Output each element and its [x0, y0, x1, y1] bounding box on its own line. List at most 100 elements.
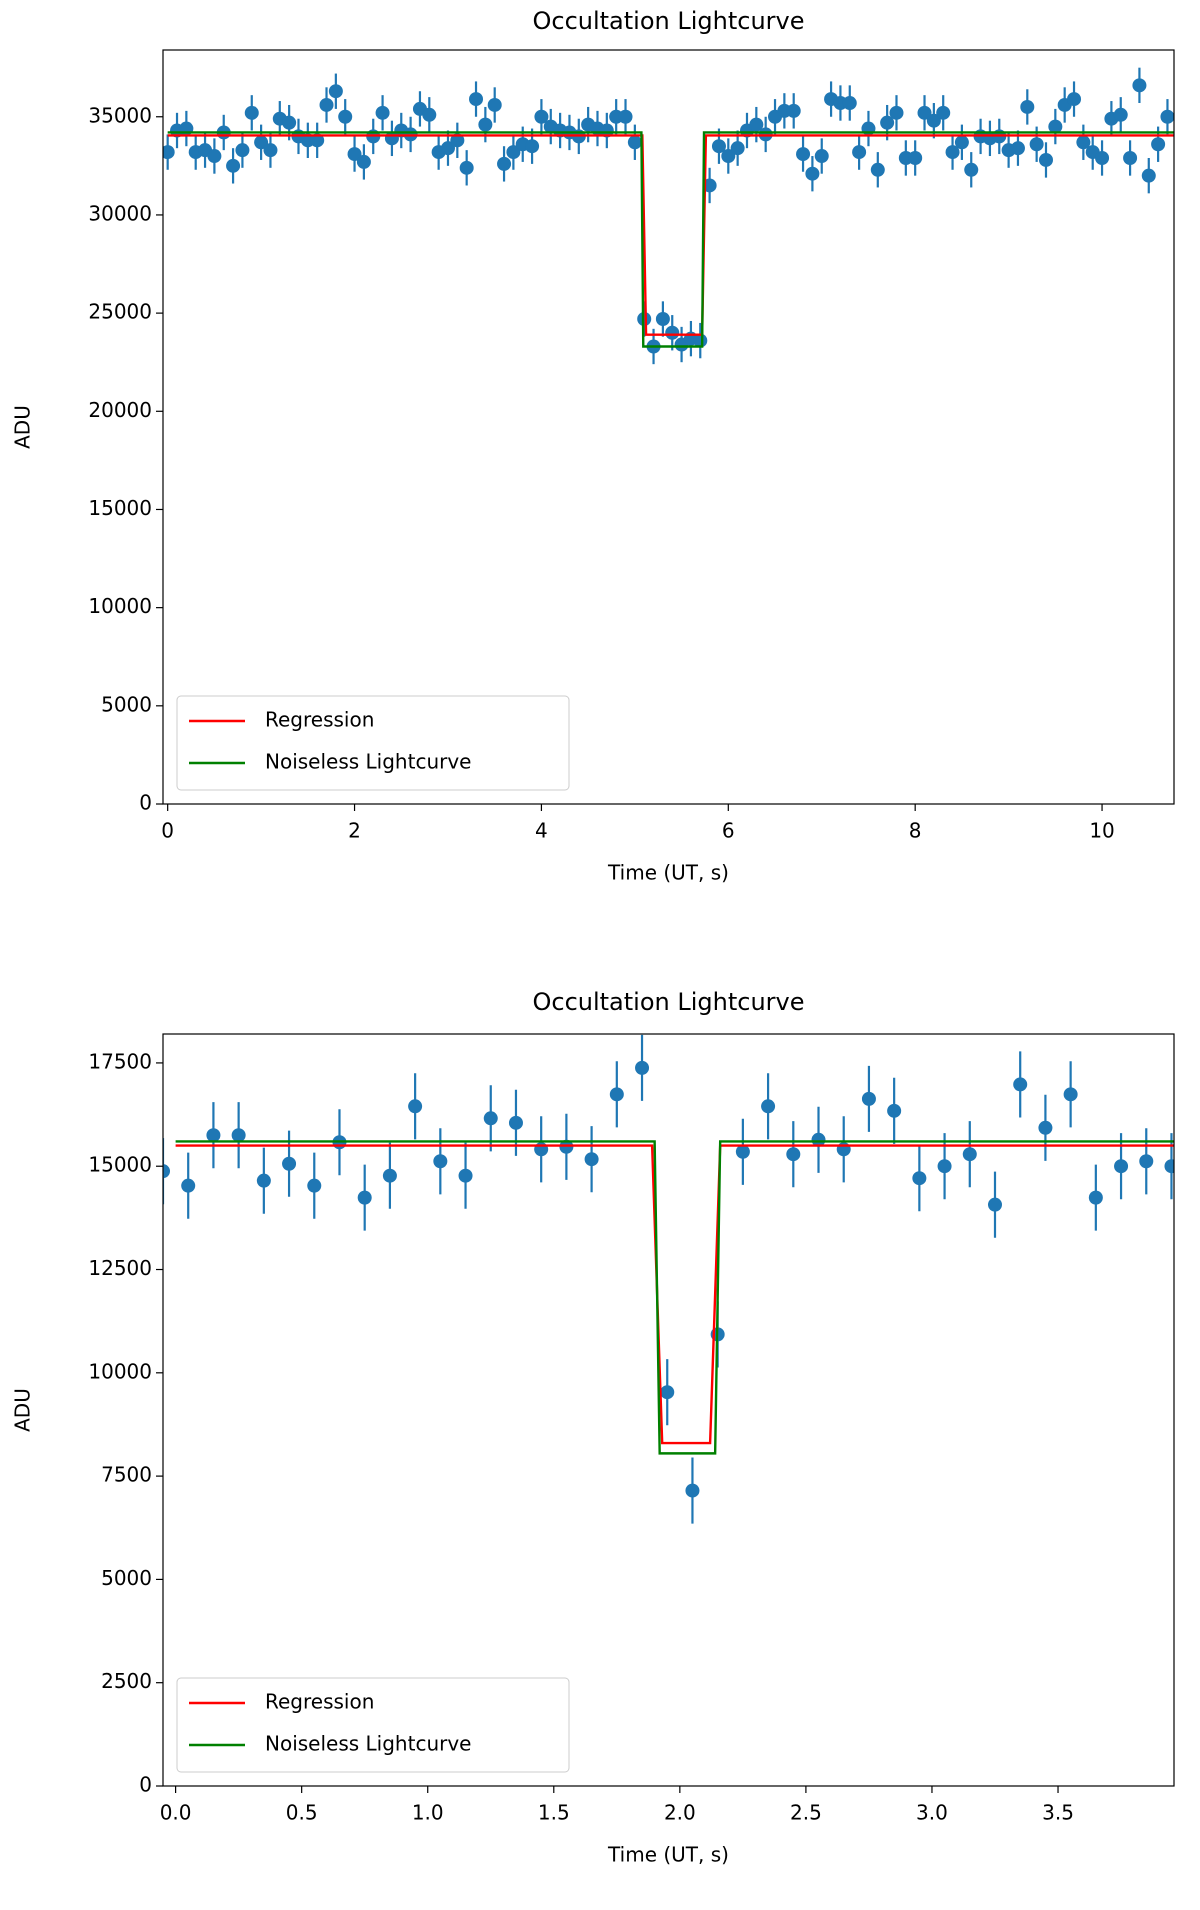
data-point [263, 143, 278, 158]
data-point [508, 1115, 523, 1130]
data-point [786, 1147, 801, 1162]
chart: Occultation Lightcurve Time (UT, s) ADU 0.0… [11, 988, 1175, 1867]
y-tick-label: 35000 [88, 103, 152, 127]
data-point [226, 158, 241, 173]
data-point [987, 1197, 1002, 1212]
data-point [811, 1132, 826, 1147]
data-point [889, 105, 904, 120]
y-tick-label: 10000 [88, 594, 152, 618]
y-tick-label: 15000 [88, 1153, 152, 1177]
legend-box [176, 695, 570, 791]
step-line [175, 1144, 1174, 1445]
x-tick-label: 6 [722, 819, 735, 843]
legend-label: Noiseless Lightcurve [265, 1732, 471, 1756]
axes-frame [162, 49, 1175, 805]
data-point [1114, 1159, 1129, 1174]
y-tick-label: 5000 [101, 1566, 152, 1590]
data-point [459, 160, 474, 175]
x-axis-label: Time (UT, s) [607, 1843, 729, 1867]
data-point [422, 107, 437, 122]
x-tick-label: 2.0 [664, 1801, 696, 1825]
x-tick-label: 1.0 [412, 1801, 444, 1825]
data-point [357, 1190, 372, 1205]
axes-frame [162, 1033, 1175, 1787]
legend-label: Regression [265, 1690, 374, 1714]
data-point [665, 325, 680, 340]
data-point [256, 1173, 271, 1188]
data-point [1088, 1190, 1103, 1205]
data-point [282, 1156, 297, 1171]
data-point [375, 105, 390, 120]
data-point [1076, 135, 1091, 150]
y-axis-label: ADU [11, 405, 35, 449]
y-tick-label: 12500 [88, 1256, 152, 1280]
data-point [730, 141, 745, 156]
data-point [786, 103, 801, 118]
chart: Occultation Lightcurve Time (UT, s) ADU 0 2 4… [11, 7, 1175, 885]
data-point [1010, 141, 1025, 156]
data-point [163, 1164, 170, 1179]
data-point [440, 141, 455, 156]
data-point [1141, 168, 1156, 183]
x-tick-label: 4 [535, 819, 548, 843]
x-tick-label: 8 [909, 819, 922, 843]
y-tick-label: 17500 [88, 1049, 152, 1073]
data-point [609, 1087, 624, 1102]
data-point [1132, 78, 1147, 93]
data-point [908, 150, 923, 165]
plot-area [163, 1034, 1174, 1524]
data-point [1151, 137, 1166, 152]
chart-title: Occultation Lightcurve [532, 7, 804, 35]
data-point [347, 147, 362, 162]
data-point [635, 1060, 650, 1075]
data-point [655, 312, 670, 327]
x-tick-label: 0 [161, 819, 174, 843]
data-point [1067, 92, 1082, 107]
data-point [207, 149, 222, 164]
data-point [487, 97, 502, 112]
data-point [1038, 152, 1053, 167]
x-axis-label: Time (UT, s) [607, 861, 729, 885]
data-point [310, 133, 325, 148]
y-tick-label: 5000 [101, 692, 152, 716]
x-tick-label: 3.5 [1042, 1801, 1074, 1825]
legend-label: Regression [265, 708, 374, 732]
data-point [1139, 1154, 1154, 1169]
y-tick-label: 0 [139, 791, 152, 815]
x-tick-label: 2.5 [790, 1801, 822, 1825]
data-point [954, 135, 969, 150]
data-point [1095, 150, 1110, 165]
data-point [307, 1178, 322, 1193]
data-point [735, 1144, 750, 1159]
step-line [167, 131, 1174, 348]
y-tick-label: 30000 [88, 201, 152, 225]
legend-box [176, 1677, 570, 1773]
data-point [181, 1178, 196, 1193]
data-point [478, 117, 493, 132]
data-point [433, 1154, 448, 1169]
x-tick-label: 0.0 [160, 1801, 192, 1825]
x-tick-label: 10 [1089, 819, 1114, 843]
data-point [469, 92, 484, 107]
data-point [319, 97, 334, 112]
x-tick-label: 1.5 [538, 1801, 570, 1825]
data-point [917, 105, 932, 120]
data-point [1038, 1120, 1053, 1135]
x-tick-label: 3.0 [916, 1801, 948, 1825]
data-point [805, 166, 820, 181]
data-point [1160, 109, 1174, 124]
y-tick-label: 10000 [88, 1359, 152, 1383]
data-point [559, 1139, 574, 1154]
step-line [167, 134, 1174, 336]
data-point [235, 143, 250, 158]
data-point [1123, 150, 1138, 165]
y-tick-label: 20000 [88, 398, 152, 422]
legend: Regression Noiseless Lightcurve [176, 1677, 570, 1773]
data-point [912, 1171, 927, 1186]
data-point [685, 1483, 700, 1498]
data-point [599, 123, 614, 138]
data-point [711, 139, 726, 154]
data-point [1013, 1077, 1028, 1092]
data-point [618, 109, 633, 124]
y-tick-label: 25000 [88, 300, 152, 324]
